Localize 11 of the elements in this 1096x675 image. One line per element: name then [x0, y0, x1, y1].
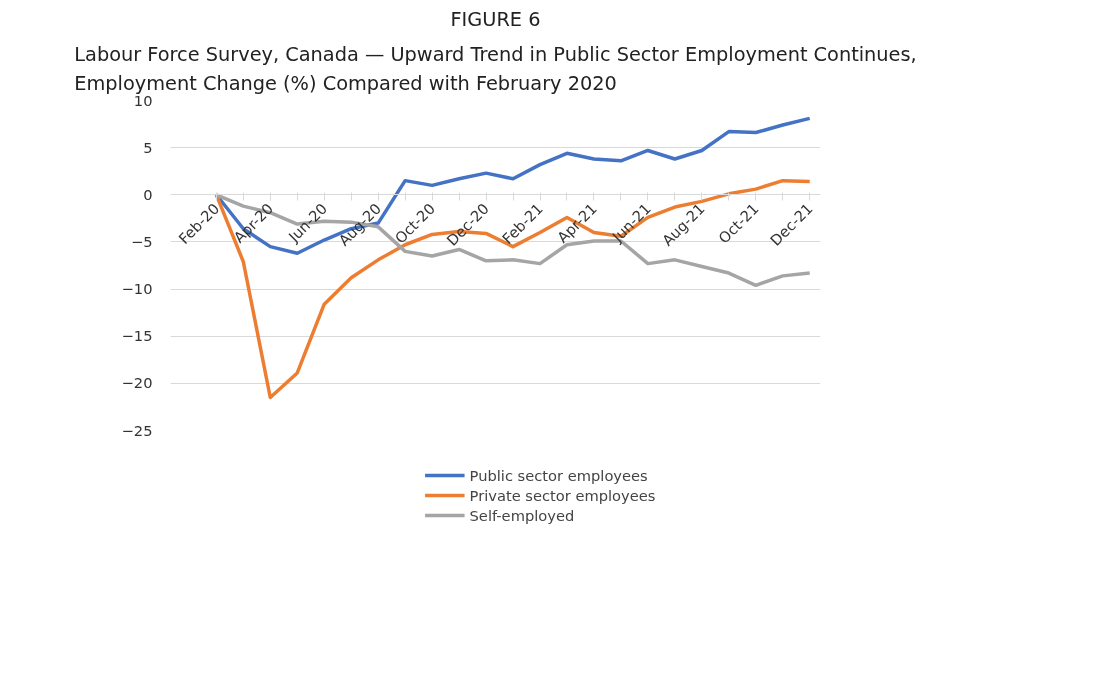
- chart-title: FIGURE 6: [450, 7, 541, 31]
- y-tick-label: 5: [143, 138, 153, 156]
- y-tick-label: −20: [121, 374, 153, 392]
- y-tick-label: −15: [121, 327, 153, 345]
- legend-label: Self-employed: [469, 506, 575, 524]
- y-tick-label: −5: [130, 232, 153, 250]
- legend-label: Public sector employees: [469, 466, 648, 484]
- legend-label: Private sector employees: [469, 486, 656, 504]
- y-tick-label: 0: [143, 185, 153, 203]
- y-tick-label: −10: [121, 280, 153, 298]
- y-tick-label: −25: [121, 421, 153, 439]
